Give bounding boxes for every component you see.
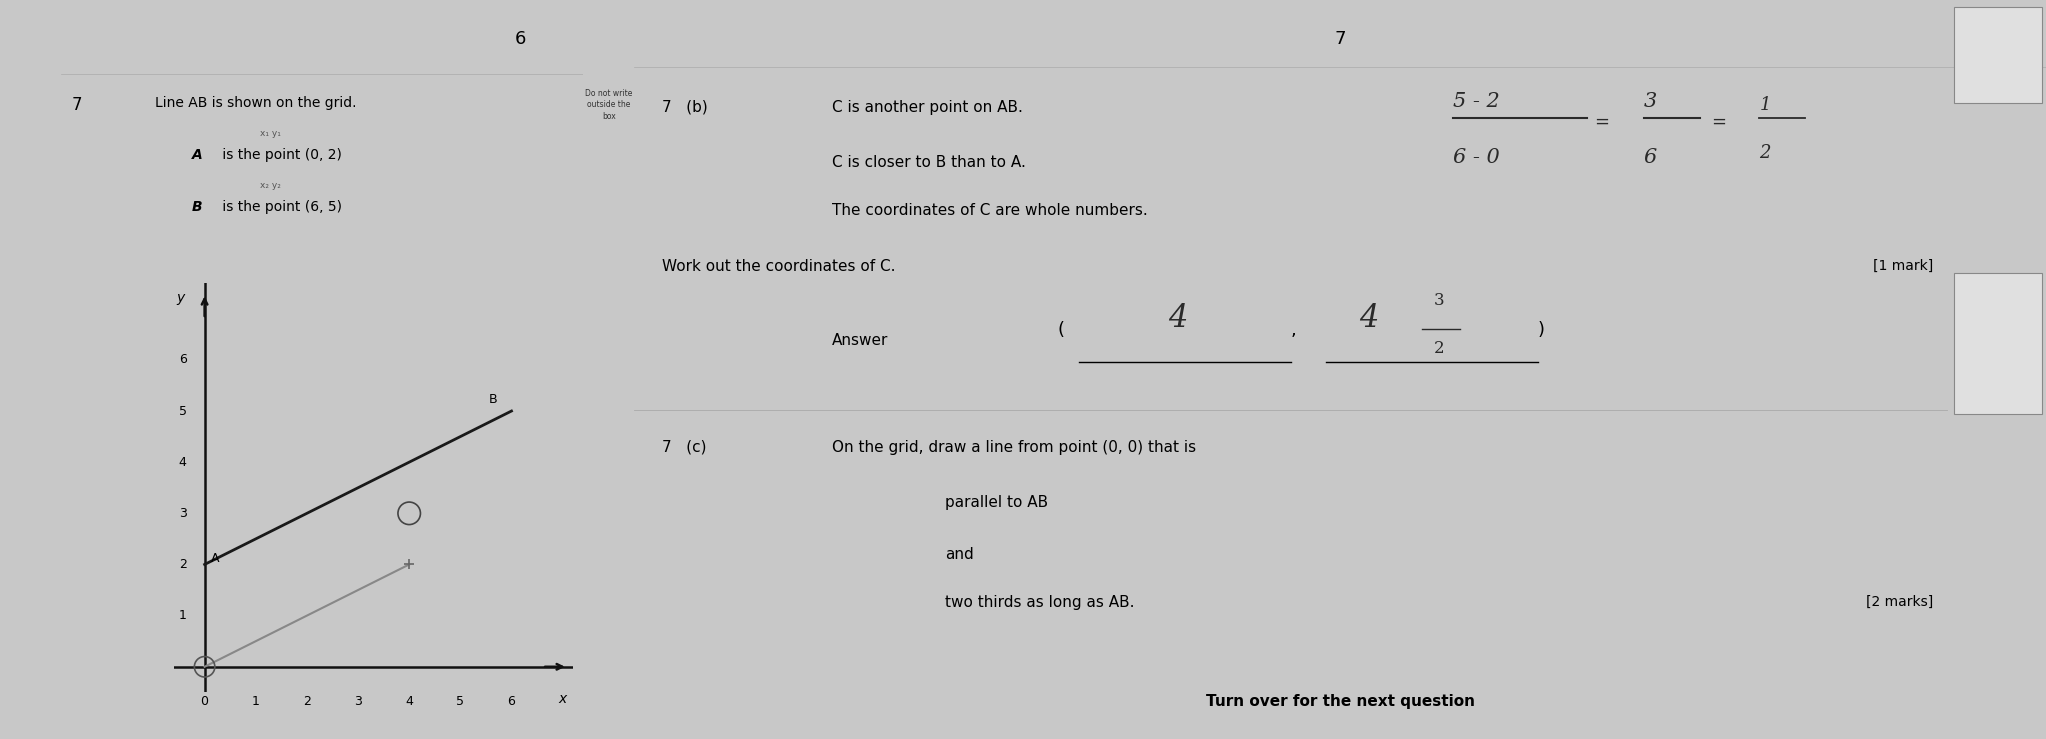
- Text: 3: 3: [178, 507, 186, 520]
- Text: 3: 3: [354, 695, 362, 708]
- Text: Answer: Answer: [833, 333, 888, 347]
- Text: 5 - 2: 5 - 2: [1453, 92, 1500, 112]
- Text: 7   (b): 7 (b): [663, 100, 708, 115]
- Text: =: =: [1594, 113, 1610, 131]
- Text: 2: 2: [303, 695, 311, 708]
- Text: 4: 4: [178, 456, 186, 469]
- Text: =: =: [1710, 113, 1727, 131]
- Text: [2 marks]: [2 marks]: [1866, 595, 1933, 609]
- Text: x: x: [559, 692, 567, 706]
- Text: is the point (0, 2): is the point (0, 2): [217, 148, 342, 162]
- Text: Do not write
outside the
box: Do not write outside the box: [585, 89, 632, 121]
- Text: B: B: [489, 393, 497, 406]
- Text: 2: 2: [1760, 144, 1772, 162]
- Text: 4: 4: [1359, 303, 1379, 334]
- Text: Do not write
outside the
box: Do not write outside the box: [1974, 327, 2021, 360]
- Text: Line AB is shown on the grid.: Line AB is shown on the grid.: [155, 96, 356, 110]
- Text: parallel to AB: parallel to AB: [945, 495, 1048, 510]
- Text: y: y: [176, 291, 184, 305]
- Text: 2: 2: [1434, 340, 1444, 357]
- Text: and: and: [945, 547, 974, 562]
- Text: B: B: [192, 200, 203, 214]
- Text: ,: ,: [1291, 321, 1297, 339]
- Text: [1 mark]: [1 mark]: [1872, 259, 1933, 273]
- Text: is the point (6, 5): is the point (6, 5): [217, 200, 342, 214]
- Text: A: A: [192, 148, 203, 162]
- Text: 3: 3: [1643, 92, 1657, 112]
- Text: 7: 7: [1334, 30, 1346, 47]
- Text: 7   (c): 7 (c): [663, 440, 708, 454]
- Text: On the grid, draw a line from point (0, 0) that is: On the grid, draw a line from point (0, …: [833, 440, 1197, 454]
- Bar: [1954, 273, 2042, 414]
- Text: 1: 1: [252, 695, 260, 708]
- Text: ): ): [1539, 321, 1545, 339]
- Text: C is another point on AB.: C is another point on AB.: [833, 100, 1023, 115]
- Text: (: (: [1058, 321, 1064, 339]
- Text: 0: 0: [201, 695, 209, 708]
- Text: 4: 4: [1168, 303, 1187, 334]
- Text: Turn over for the next question: Turn over for the next question: [1205, 695, 1475, 709]
- Text: two thirds as long as AB.: two thirds as long as AB.: [945, 595, 1133, 610]
- Text: 1: 1: [1760, 96, 1772, 114]
- Text: 6: 6: [1643, 148, 1657, 167]
- Text: 3: 3: [1434, 292, 1444, 309]
- Text: C is closer to B than to A.: C is closer to B than to A.: [833, 155, 1025, 170]
- Text: x₁ y₁: x₁ y₁: [260, 129, 280, 138]
- Text: 2: 2: [178, 558, 186, 571]
- Text: 5: 5: [456, 695, 464, 708]
- Text: 1: 1: [178, 609, 186, 622]
- Text: 6: 6: [178, 353, 186, 367]
- Text: x₂ y₂: x₂ y₂: [260, 181, 280, 190]
- Text: 7: 7: [72, 96, 82, 114]
- Text: 6: 6: [516, 30, 526, 47]
- Text: Work out the coordinates of C.: Work out the coordinates of C.: [663, 259, 896, 273]
- Text: The coordinates of C are whole numbers.: The coordinates of C are whole numbers.: [833, 203, 1148, 218]
- Text: 4: 4: [405, 695, 413, 708]
- Bar: [1954, 7, 2042, 103]
- Text: A: A: [211, 552, 219, 565]
- Text: 5: 5: [178, 404, 186, 418]
- Text: Do not write
outside the
box: Do not write outside the box: [1974, 39, 2021, 72]
- Text: 6: 6: [507, 695, 516, 708]
- Text: 6 - 0: 6 - 0: [1453, 148, 1500, 167]
